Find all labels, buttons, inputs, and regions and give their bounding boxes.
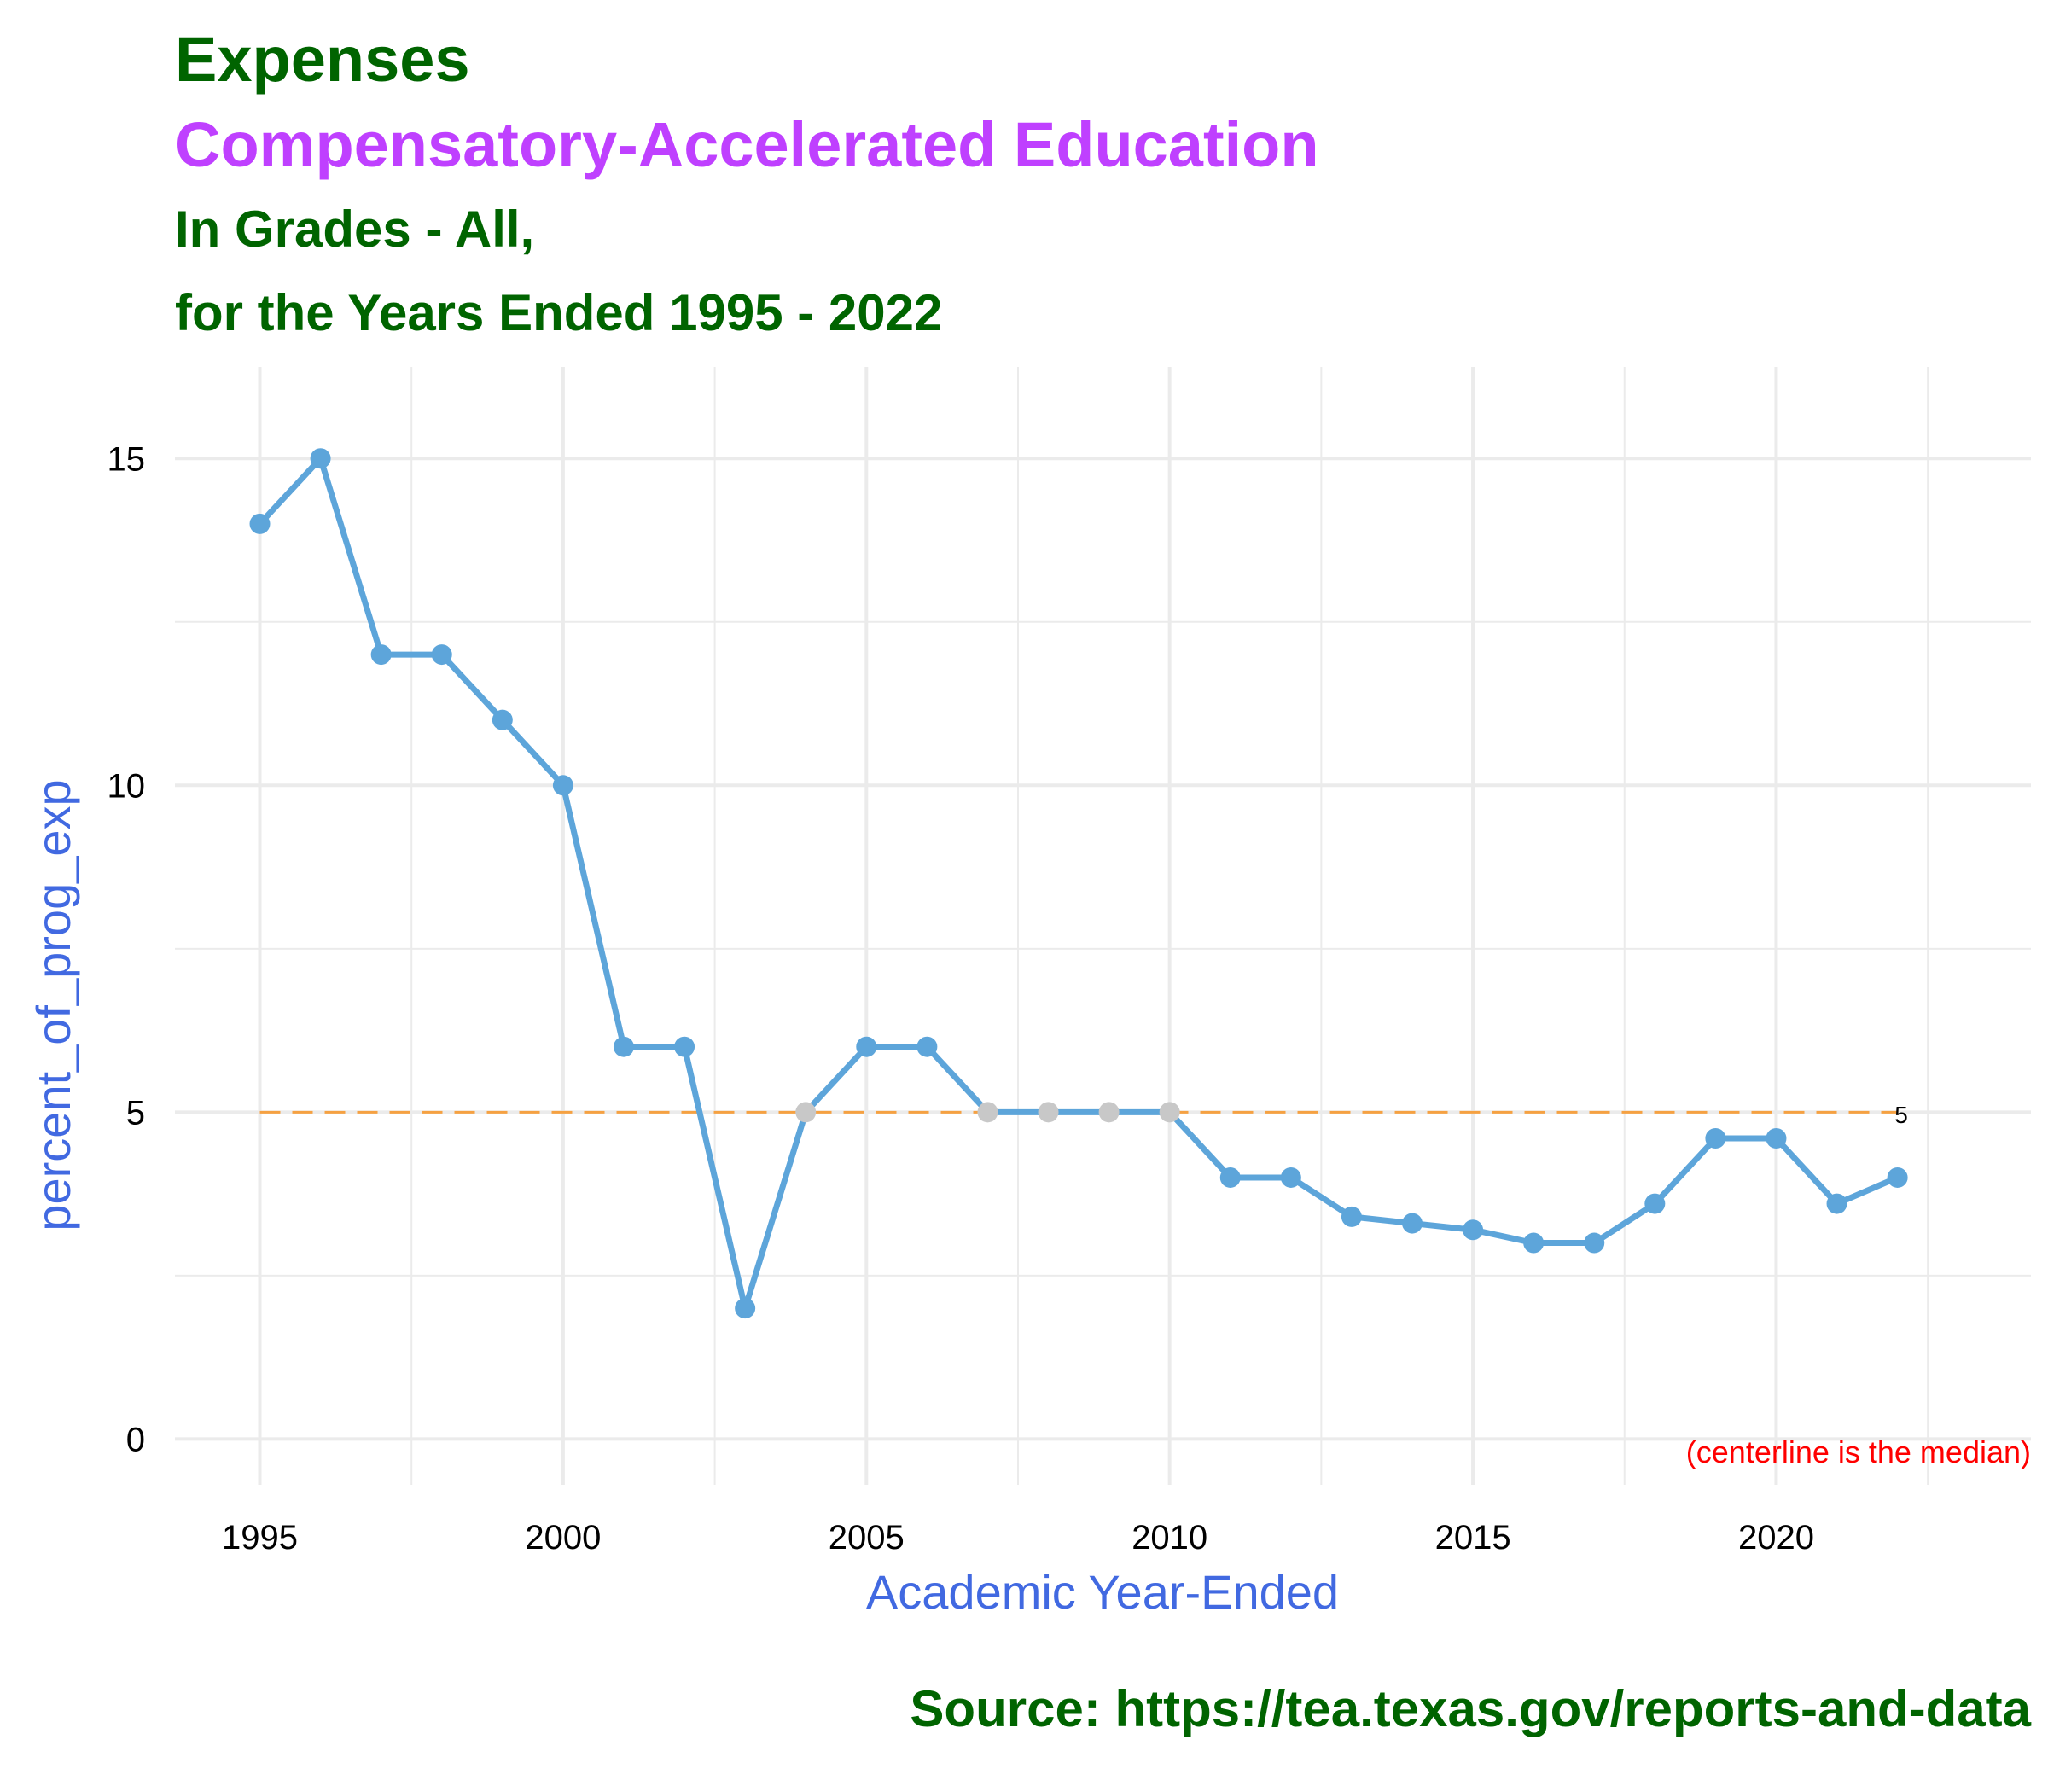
median-value-label: 5	[1894, 1102, 1908, 1128]
data-point	[735, 1298, 756, 1319]
data-point	[1705, 1127, 1726, 1149]
data-point	[1523, 1232, 1545, 1254]
x-tick-label: 2015	[1435, 1519, 1511, 1556]
data-point	[1280, 1167, 1301, 1188]
x-tick-label: 2020	[1738, 1519, 1814, 1556]
y-tick-label: 15	[108, 440, 146, 478]
data-point	[1159, 1102, 1180, 1123]
data-point	[1887, 1167, 1908, 1188]
x-tick-label: 1995	[222, 1519, 298, 1556]
chart-subtitle: Compensatory-Accelerated Education	[175, 109, 1319, 180]
data-point	[1219, 1167, 1241, 1188]
x-axis-title: Academic Year-Ended	[866, 1565, 1339, 1619]
y-tick-label: 5	[126, 1094, 145, 1132]
data-point	[310, 448, 331, 469]
x-tick-label: 2000	[525, 1519, 601, 1556]
title-block: Expenses Compensatory-Accelerated Educat…	[175, 17, 1319, 355]
x-tick-label: 2010	[1132, 1519, 1207, 1556]
data-point	[674, 1036, 695, 1057]
data-point	[1766, 1127, 1787, 1149]
y-axis-title: percent_of_prog_exp	[26, 779, 80, 1231]
data-point	[431, 644, 452, 666]
years-line: for the Years Ended 1995 - 2022	[175, 284, 943, 341]
grid	[175, 367, 2031, 1485]
data-point	[1098, 1102, 1120, 1123]
data-point	[613, 1036, 634, 1057]
data-point	[552, 775, 573, 796]
data-point	[370, 644, 392, 666]
y-tick-label: 0	[126, 1421, 145, 1458]
y-tick-label: 10	[108, 767, 146, 805]
data-point	[1038, 1102, 1059, 1123]
tick-labels: 1995 2000 2005 2010 2015 2020 0 5 10 15	[108, 440, 1814, 1556]
data-point	[1463, 1219, 1484, 1241]
data-point	[1341, 1206, 1362, 1227]
data-point	[492, 709, 513, 730]
data-point	[916, 1036, 938, 1057]
data-point	[856, 1036, 877, 1057]
x-tick-label: 2005	[829, 1519, 905, 1556]
data-point	[977, 1102, 998, 1123]
data-point	[1402, 1213, 1423, 1234]
data-point	[1584, 1232, 1605, 1254]
source-caption: Source: https://tea.texas.gov/reports-an…	[910, 1680, 2031, 1737]
data-point	[1826, 1193, 1847, 1214]
series-line	[257, 455, 1901, 1312]
grades-line: In Grades - All,	[175, 201, 535, 258]
data-points	[249, 448, 1908, 1319]
data-point	[795, 1102, 817, 1123]
chart-title: Expenses	[175, 24, 470, 95]
median-caption: (centerline is the median)	[1686, 1434, 2031, 1469]
series-line-group	[257, 455, 1901, 1312]
data-point	[1644, 1193, 1666, 1214]
data-point	[249, 513, 271, 534]
